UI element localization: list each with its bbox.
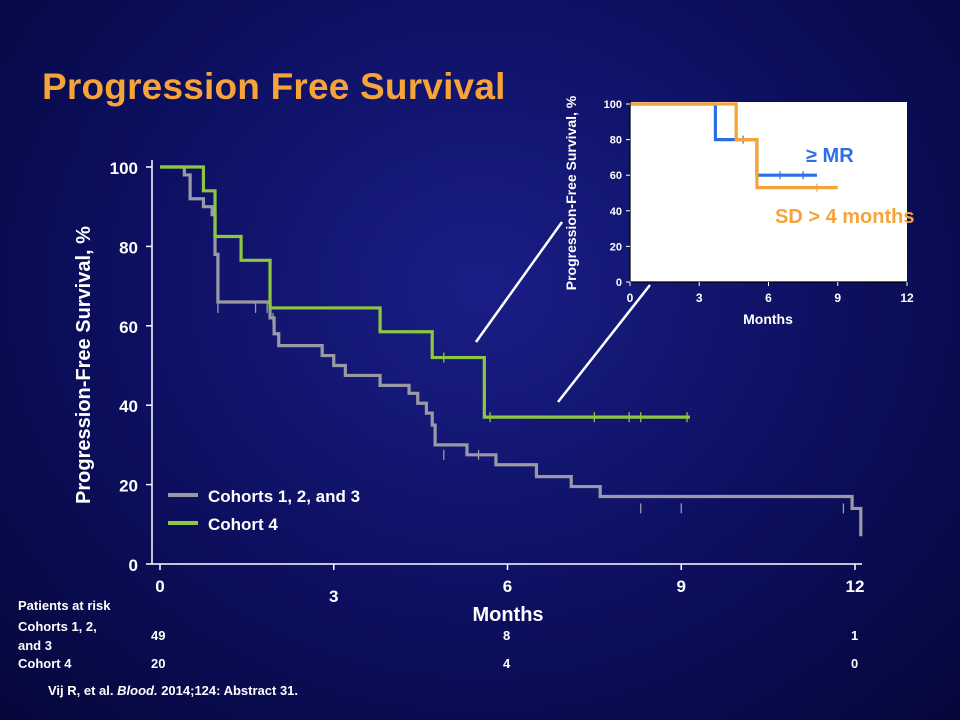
slide-title: Progression Free Survival [42,66,506,107]
risk-value: 0 [851,656,859,671]
main-series-line-1 [160,165,863,537]
main-y-tick-label: 80 [119,238,138,257]
main-legend-label: Cohort 4 [208,515,278,534]
inset-x-tick-label: 0 [627,291,634,305]
main-x-tick-label: 0 [155,577,164,596]
inset-plot-background [630,102,907,282]
inset-chart-xlabel: Months [743,311,793,327]
inset-legend-mr: ≥ MR [806,145,854,167]
citation-journal: Blood. [117,683,158,698]
risk-row-label-cohorts123: Cohorts 1, 2, [18,619,97,634]
inset-y-tick-label: 100 [604,99,622,111]
main-y-tick-label: 20 [119,477,138,496]
inset-y-tick-label: 80 [610,135,622,147]
main-x-tick-label: 9 [677,577,686,596]
risk-row-label-cohorts123-cont: and 3 [18,638,52,653]
main-x-tick-label: 12 [846,577,865,596]
inset-x-tick-label: 6 [765,291,772,305]
main-y-tick-label: 100 [110,159,138,178]
inset-chart-series [630,102,838,192]
risk-value: 49 [151,628,166,643]
citation-details: 2014;124: Abstract 31. [161,683,299,698]
main-y-tick-label: 0 [129,556,138,575]
risk-table-header: Patients at risk [18,598,111,613]
main-chart-series [160,165,863,537]
citation: Vij R, et al. Blood. 2014;124: Abstract … [48,683,298,698]
main-legend-label: Cohorts 1, 2, and 3 [208,487,360,506]
callout-line-upper [474,221,564,343]
main-chart-xlabel: Months [472,604,543,626]
risk-value: 8 [503,628,511,643]
main-chart-ylabel: Progression-Free Survival, % [73,226,95,504]
inset-x-tick-label: 3 [696,291,703,305]
inset-series-line-2 [630,102,838,190]
risk-row-label-cohort4: Cohort 4 [18,656,72,671]
inset-x-tick-label: 12 [900,291,914,305]
callout-line-lower [557,284,651,403]
inset-y-tick-label: 20 [610,241,622,253]
risk-value: 1 [851,628,859,643]
main-series-line-2 [160,165,690,419]
inset-y-tick-label: 40 [610,206,622,218]
inset-y-tick-label: 0 [616,277,622,289]
main-chart-legend: Cohorts 1, 2, and 3 Cohort 4 [168,487,360,534]
inset-y-tick-label: 60 [610,170,622,182]
risk-value: 4 [503,656,511,671]
inset-legend-sd: SD > 4 months [775,206,914,228]
inset-chart-ylabel: Progression-Free Survival, % [563,95,579,290]
main-x-tick-label: 6 [503,577,512,596]
main-y-tick-label: 60 [119,318,138,337]
main-y-tick-label: 40 [119,397,138,416]
main-x-tick-label: 3 [329,587,338,606]
inset-x-tick-label: 9 [834,291,841,305]
citation-authors: Vij R, et al. [48,683,114,698]
inset-chart-axes: 0 20 40 60 80 100 0 3 6 9 12 [604,99,914,305]
risk-value: 20 [151,656,166,671]
